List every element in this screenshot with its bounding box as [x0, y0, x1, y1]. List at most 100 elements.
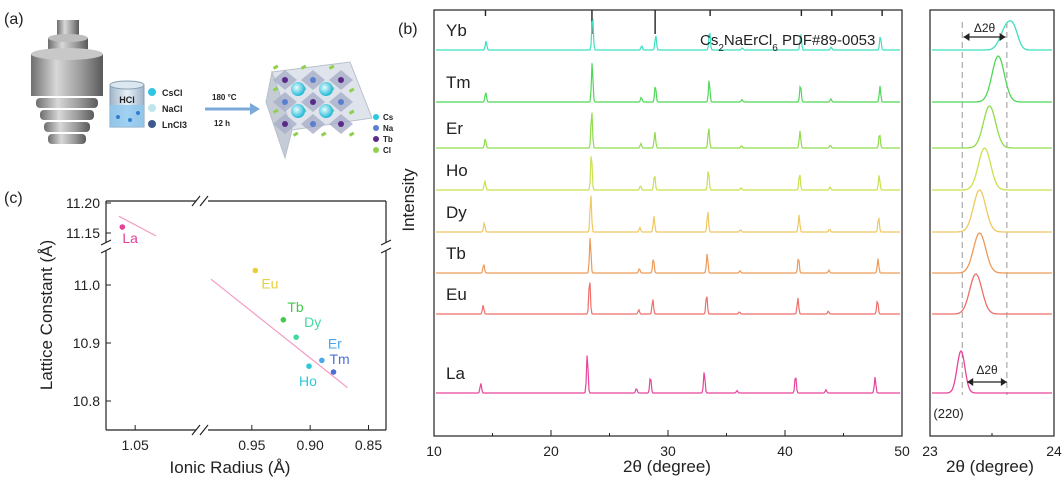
panel-c: (c) 1.05 0.95 0.90 0.85 11.20 11.15 11.0 10.9 10… — [4, 190, 392, 477]
cs-site — [291, 104, 305, 118]
xrd-trace-ho — [436, 156, 900, 191]
arrow-head — [1000, 378, 1007, 386]
data-point-la — [119, 224, 126, 230]
point-label-eu: Eu — [261, 276, 278, 292]
point-label-er: Er — [328, 335, 342, 351]
panel-b-ylabel: Intensity — [399, 168, 418, 232]
cl-site — [272, 108, 279, 114]
xrd-trace-la — [436, 355, 900, 394]
x-break-bottom — [191, 424, 209, 436]
metal-site — [338, 121, 344, 127]
y-tick-label: 11.15 — [66, 225, 100, 241]
metal-site — [310, 99, 316, 105]
peak-hkl-label: (220) — [933, 406, 963, 421]
point-label-tm: Tm — [330, 351, 350, 367]
panel-b-zoom: 23 24 Δ2θ Δ2θ (220) 2θ (degree) — [922, 9, 1062, 476]
x-tick-label: 0.95 — [238, 437, 265, 453]
metal-site — [338, 99, 344, 105]
y-break-left — [100, 239, 112, 254]
condition-time: 12 h — [214, 119, 230, 128]
vessel-label: HCl — [119, 95, 135, 105]
zoom-xlabel: 2θ (degree) — [946, 457, 1034, 476]
trace-label-la: La — [446, 364, 465, 383]
arrow-head — [967, 378, 974, 386]
x-tick-label: 40 — [777, 443, 793, 459]
delta-label-top: Δ2θ — [974, 21, 996, 35]
xrd-trace-dy — [436, 195, 900, 233]
zoom-trace-dy — [932, 189, 1052, 233]
y-break-right — [380, 239, 392, 254]
metal-site — [310, 121, 316, 127]
beaker-icon: HCl — [109, 80, 145, 128]
panel-c-xlabel: Ionic Radius (Å) — [170, 458, 291, 477]
cl-site — [272, 64, 279, 70]
point-label-tb: Tb — [287, 299, 304, 315]
point-label-ho: Ho — [299, 373, 317, 389]
crystal-structure-icon — [265, 61, 373, 160]
cs-dot-icon — [148, 88, 156, 96]
x-tick-label: 10 — [426, 443, 442, 459]
trace-label-tm: Tm — [446, 73, 471, 92]
cs-site — [291, 82, 305, 96]
legend-na: Na — [383, 124, 394, 133]
arrow-head — [999, 33, 1006, 41]
fit-line-upper — [118, 215, 157, 237]
y-tick-label: 11.0 — [74, 277, 100, 293]
trace-label-ho: Ho — [446, 161, 468, 180]
zoom-trace-tm — [932, 55, 1052, 103]
autoclave-icon — [31, 20, 103, 144]
reagent-3: LnCl3 — [162, 120, 187, 130]
data-point-er — [319, 357, 325, 364]
reagent-2: NaCl — [162, 104, 183, 114]
plot-frame — [433, 9, 903, 437]
panel-b-xlabel: 2θ (degree) — [623, 457, 711, 476]
panel-a: (a) HCl CsCl NaCl LnC — [4, 11, 394, 160]
metal-site — [310, 77, 316, 83]
trace-label-tb: Tb — [446, 244, 466, 263]
lattice-plot: 1.05 0.95 0.90 0.85 11.20 11.15 11.0 10.9 10.8 La… — [66, 195, 392, 453]
panel-a-label: (a) — [4, 11, 24, 28]
reference-label: Cs2NaErCl6 PDF#89-0053 — [700, 32, 875, 54]
y-tick-label: 10.8 — [73, 393, 100, 409]
legend-cs: Cs — [383, 113, 394, 122]
xrd-trace-eu — [436, 282, 900, 315]
cs-site — [319, 82, 333, 96]
cl-site — [328, 64, 335, 70]
ln-dot-icon — [148, 120, 156, 128]
panel-c-ylabel: Lattice Constant (Å) — [37, 240, 56, 390]
cs-site — [319, 104, 333, 118]
delta-label-bottom: Δ2θ — [976, 363, 998, 377]
xrd-trace-er — [436, 112, 900, 149]
x-tick-label: 0.85 — [355, 437, 382, 453]
y-tick-label: 10.9 — [73, 335, 100, 351]
cl-site — [272, 86, 279, 92]
zoom-trace-ho — [932, 147, 1052, 191]
metal-site — [282, 77, 288, 83]
data-point-eu — [252, 267, 259, 274]
x-break-top — [191, 195, 209, 207]
cl-site — [348, 131, 355, 137]
metal-site — [282, 121, 288, 127]
data-point-dy — [293, 334, 299, 341]
arrow-head — [963, 33, 970, 41]
xrd-trace-yb — [436, 18, 900, 51]
xrd-zoom-plot: 23 24 Δ2θ Δ2θ (220) — [922, 9, 1062, 459]
metal-site — [282, 99, 288, 105]
zoom-trace-eu — [932, 273, 1052, 315]
point-label-la: La — [122, 230, 138, 246]
cl-site — [348, 87, 355, 93]
trace-label-eu: Eu — [446, 285, 467, 304]
x-tick-label: 1.05 — [122, 437, 149, 453]
trace-label-dy: Dy — [446, 203, 467, 222]
xrd-trace-tb — [436, 238, 900, 274]
reagent-1: CsCl — [162, 88, 183, 98]
x-tick-label: 0.90 — [297, 437, 324, 453]
xrd-trace-tm — [436, 63, 900, 103]
fit-line-lower — [210, 278, 348, 389]
cl-site — [292, 131, 299, 137]
trace-label-er: Er — [446, 119, 463, 138]
y-tick-label: 11.20 — [66, 195, 100, 211]
legend-cl: Cl — [383, 146, 391, 155]
zoom-trace-la — [932, 349, 1052, 394]
xrd-plot: 10 20 30 40 50 Yb Tm Er Ho Dy Tb Eu La — [426, 9, 910, 459]
